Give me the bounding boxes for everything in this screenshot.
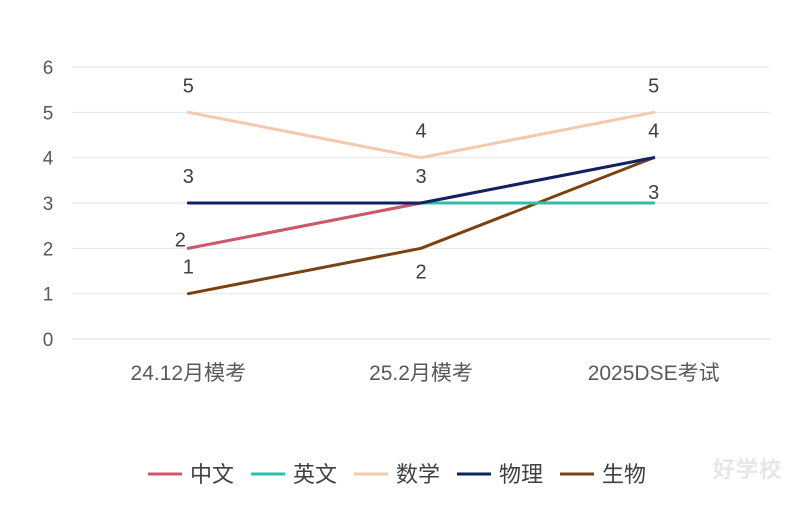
y-tick-label: 0 [43,330,54,351]
data-label: 3 [648,182,659,204]
y-axis-ticks: 0 1 2 3 4 5 6 [43,58,54,351]
y-tick-label: 6 [43,58,54,79]
data-label: 3 [415,166,426,188]
y-tick-label: 2 [43,239,54,260]
legend-label: 生物 [602,462,646,487]
data-label: 1 [183,257,194,279]
data-label: 4 [648,121,659,143]
series-line-2 [186,110,656,160]
y-tick-label: 5 [43,103,54,124]
y-tick-label: 4 [43,149,54,170]
legend-label: 物理 [499,462,543,487]
data-label: 5 [183,75,194,97]
data-label: 2 [175,229,186,251]
watermark-logo: 好学校 [712,458,782,483]
x-axis-ticks: 24.12月模考 25.2月模考 2025DSE考试 [131,362,720,385]
y-tick-label: 1 [43,285,54,306]
y-tick-label: 3 [43,194,54,215]
legend-label: 英文 [293,462,337,487]
x-tick-label: 25.2月模考 [369,362,473,385]
data-label: 4 [415,121,426,143]
series-lines [186,110,656,296]
series-line-4 [186,156,656,296]
series-line-1 [186,201,656,250]
data-labels: 2 3 5 4 5 3 3 4 1 2 [175,75,659,283]
x-tick-label: 24.12月模考 [131,362,247,385]
series-line-3 [186,156,656,205]
legend-label: 数学 [396,462,440,487]
legend-label: 中文 [190,462,234,487]
data-label: 2 [415,261,426,283]
x-tick-label: 2025DSE考试 [588,362,720,385]
data-label: 5 [648,75,659,97]
data-label: 3 [183,166,194,188]
legend: 中文 英文 数学 物理 生物 [148,462,646,487]
